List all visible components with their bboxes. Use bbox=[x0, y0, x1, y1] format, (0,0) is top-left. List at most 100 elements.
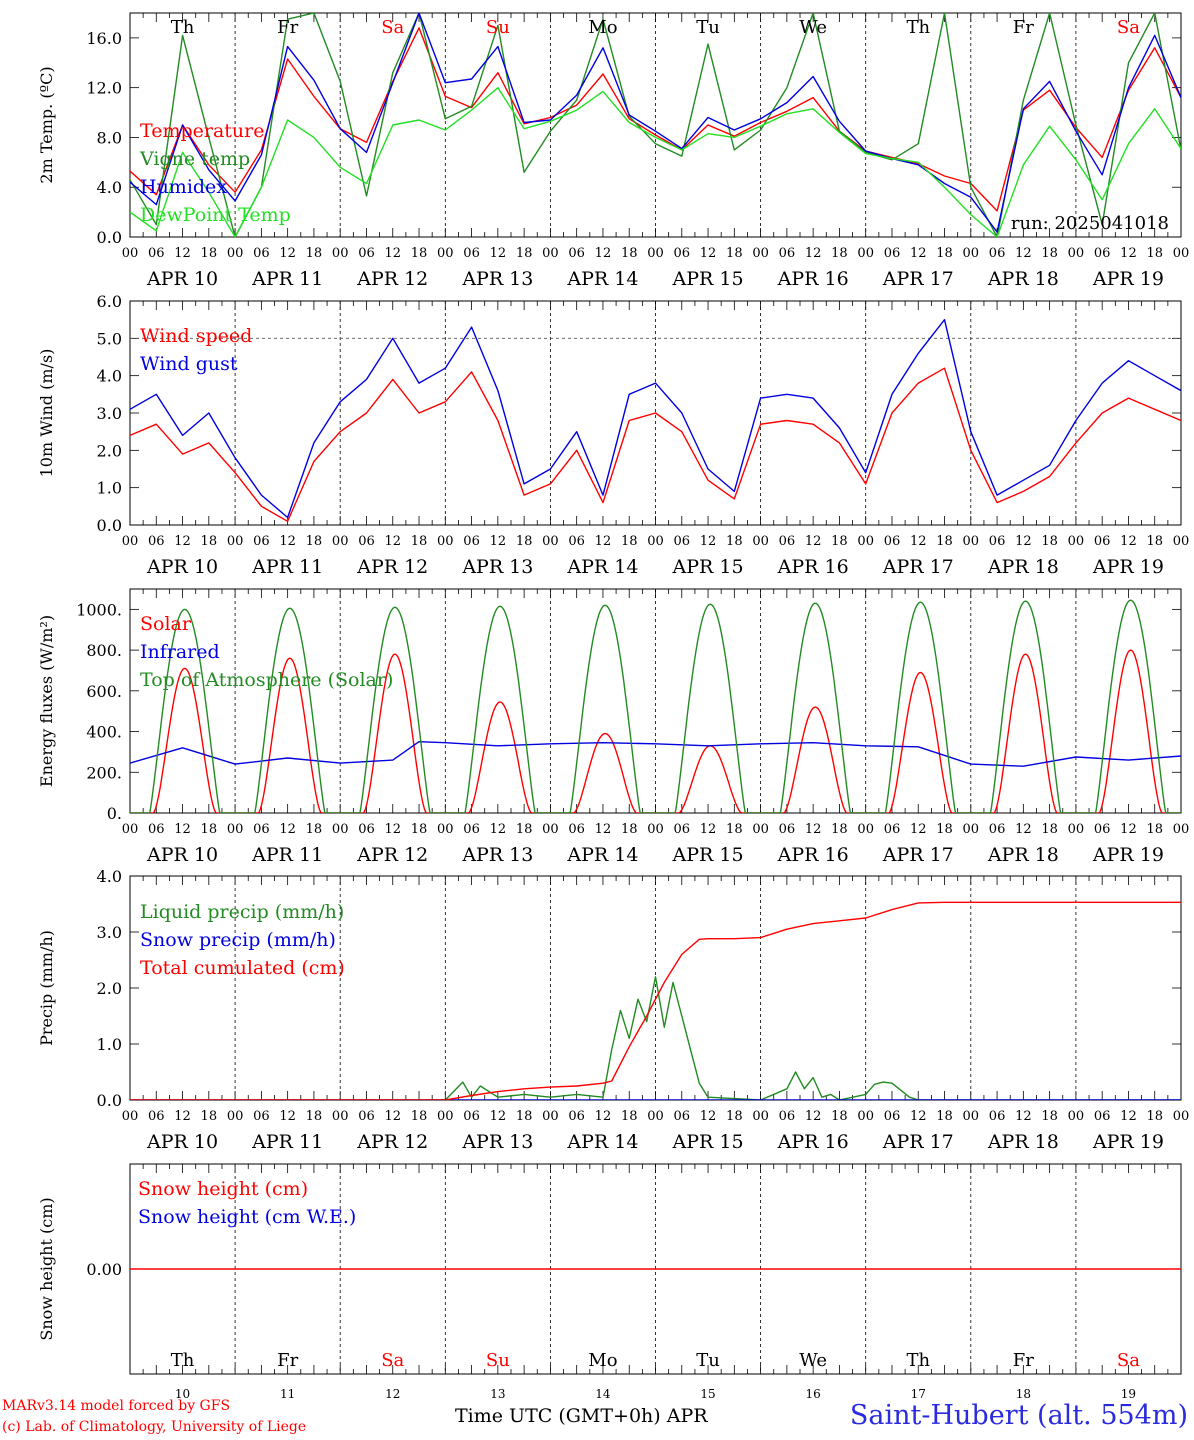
hour-tick-label: 18 bbox=[1146, 534, 1163, 549]
hour-tick-label: 06 bbox=[989, 246, 1006, 261]
y-tick-label: 1.0 bbox=[97, 1035, 122, 1054]
hour-tick-label: 06 bbox=[568, 1109, 585, 1124]
hour-tick-label: 18 bbox=[1041, 822, 1058, 837]
hour-tick-label: 18 bbox=[726, 246, 743, 261]
day-label: Th bbox=[906, 1350, 930, 1371]
hour-tick-label: 18 bbox=[936, 822, 953, 837]
y-tick-label: 0.0 bbox=[97, 516, 122, 535]
day-number-label: 12 bbox=[385, 1387, 400, 1401]
hour-tick-label: 12 bbox=[805, 1109, 822, 1124]
date-label: APR 10 bbox=[146, 556, 218, 578]
hour-tick-label: 12 bbox=[384, 1109, 401, 1124]
hour-tick-label: 00 bbox=[963, 1109, 980, 1124]
hour-tick-label: 18 bbox=[1146, 1109, 1163, 1124]
day-label: Th bbox=[906, 17, 930, 38]
hour-tick-label: 06 bbox=[1094, 534, 1111, 549]
y-tick-label: 4.0 bbox=[97, 367, 122, 386]
day-number-label: 13 bbox=[490, 1387, 505, 1401]
date-label: APR 18 bbox=[987, 556, 1059, 578]
day-label: Fr bbox=[1013, 17, 1034, 38]
plot-area bbox=[130, 599, 1181, 813]
hour-tick-label: 06 bbox=[568, 534, 585, 549]
legend-entry: Wind speed bbox=[140, 325, 252, 347]
legend-entry: Snow height (cm W.E.) bbox=[138, 1206, 356, 1228]
y-tick-label: 16.0 bbox=[86, 29, 122, 48]
hour-tick-label: 00 bbox=[437, 822, 454, 837]
plot-area bbox=[130, 901, 1181, 1100]
hour-tick-label: 12 bbox=[174, 534, 191, 549]
legend-entry: Snow precip (mm/h) bbox=[140, 929, 336, 951]
date-label: APR 13 bbox=[461, 1131, 533, 1153]
hour-tick-label: 06 bbox=[674, 246, 691, 261]
date-label: APR 14 bbox=[566, 1131, 638, 1153]
hour-tick-label: 06 bbox=[989, 534, 1006, 549]
legend-entry: DewPoint Temp bbox=[140, 204, 291, 226]
date-label: APR 16 bbox=[777, 1131, 849, 1153]
credit-line-lab: (c) Lab. of Climatology, University of L… bbox=[2, 1419, 307, 1435]
hour-tick-label: 12 bbox=[490, 534, 507, 549]
hour-tick-label: 06 bbox=[568, 246, 585, 261]
hour-tick-label: 00 bbox=[542, 822, 559, 837]
hour-tick-label: 00 bbox=[227, 246, 244, 261]
hour-tick-label: 18 bbox=[411, 534, 428, 549]
panel-2: 0.0 1.0 2.0 3.0 4.0 5.0 6.0 10m Wind (m/s) Wind … bbox=[37, 292, 1189, 578]
hour-tick-label: 06 bbox=[779, 246, 796, 261]
hour-tick-label: 00 bbox=[542, 534, 559, 549]
hour-tick-label: 12 bbox=[700, 822, 717, 837]
hour-tick-label: 18 bbox=[1146, 822, 1163, 837]
date-label: APR 19 bbox=[1092, 268, 1164, 290]
y-tick-label: 2.0 bbox=[97, 441, 122, 460]
hour-tick-label: 12 bbox=[490, 1109, 507, 1124]
hour-tick-label: 00 bbox=[437, 1109, 454, 1124]
date-label: APR 18 bbox=[987, 268, 1059, 290]
y-tick-label: 3.0 bbox=[97, 404, 122, 423]
date-label: APR 19 bbox=[1092, 556, 1164, 578]
y-tick-label: 0.0 bbox=[97, 1091, 122, 1110]
panel-1: 0.0 4.0 8.0 12.0 16.0 2m Temp. (ºC) Temperatur… bbox=[37, 12, 1189, 290]
y-tick-label: 4.0 bbox=[97, 867, 122, 886]
hour-tick-label: 18 bbox=[831, 246, 848, 261]
hour-tick-label: 12 bbox=[700, 1109, 717, 1124]
y-axis-label: Precip (mm/h) bbox=[37, 930, 56, 1046]
date-label: APR 15 bbox=[672, 268, 744, 290]
hour-tick-label: 12 bbox=[595, 246, 612, 261]
run-annotation: run: 2025041018 bbox=[1011, 213, 1169, 234]
legend-entry: Snow height (cm) bbox=[138, 1178, 308, 1200]
hour-tick-label: 18 bbox=[621, 246, 638, 261]
station-name: Saint-Hubert (alt. 554m) bbox=[849, 1400, 1188, 1431]
date-label: APR 14 bbox=[566, 844, 638, 866]
date-label: APR 10 bbox=[146, 844, 218, 866]
hour-tick-label: 06 bbox=[253, 822, 270, 837]
hour-tick-label: 12 bbox=[384, 246, 401, 261]
hour-tick-label: 12 bbox=[1120, 1109, 1137, 1124]
date-label: APR 11 bbox=[251, 556, 323, 578]
y-tick-label: 12.0 bbox=[86, 79, 122, 98]
hour-tick-label: 12 bbox=[1015, 822, 1032, 837]
hour-tick-label: 00 bbox=[122, 246, 139, 261]
hour-tick-label: 12 bbox=[700, 534, 717, 549]
y-tick-label: 3.0 bbox=[97, 923, 122, 942]
series-wind-speed bbox=[130, 367, 1181, 522]
hour-tick-label: 12 bbox=[279, 822, 296, 837]
y-tick-label: 1000. bbox=[76, 600, 122, 619]
hour-tick-label: 00 bbox=[752, 1109, 769, 1124]
series-liquid-precip-mm-h bbox=[130, 976, 1181, 1100]
y-tick-label: 8.0 bbox=[97, 128, 122, 147]
hour-tick-label: 12 bbox=[700, 246, 717, 261]
hour-tick-label: 12 bbox=[910, 246, 927, 261]
date-label: APR 12 bbox=[356, 556, 428, 578]
hour-tick-label: 00 bbox=[963, 534, 980, 549]
legend-entry: Liquid precip (mm/h) bbox=[140, 901, 344, 923]
hour-tick-label: 06 bbox=[884, 246, 901, 261]
hour-tick-label: 12 bbox=[174, 822, 191, 837]
hour-tick-label: 12 bbox=[1120, 534, 1137, 549]
date-label: APR 17 bbox=[882, 268, 954, 290]
y-tick-label: 4.0 bbox=[97, 178, 122, 197]
hour-tick-label: 06 bbox=[674, 1109, 691, 1124]
plot-area bbox=[130, 13, 1181, 237]
hour-tick-label: 12 bbox=[174, 246, 191, 261]
hour-tick-label: 06 bbox=[884, 534, 901, 549]
series-wind-gust bbox=[130, 319, 1181, 519]
hour-tick-label: 06 bbox=[358, 534, 375, 549]
hour-tick-label: 00 bbox=[647, 534, 664, 549]
